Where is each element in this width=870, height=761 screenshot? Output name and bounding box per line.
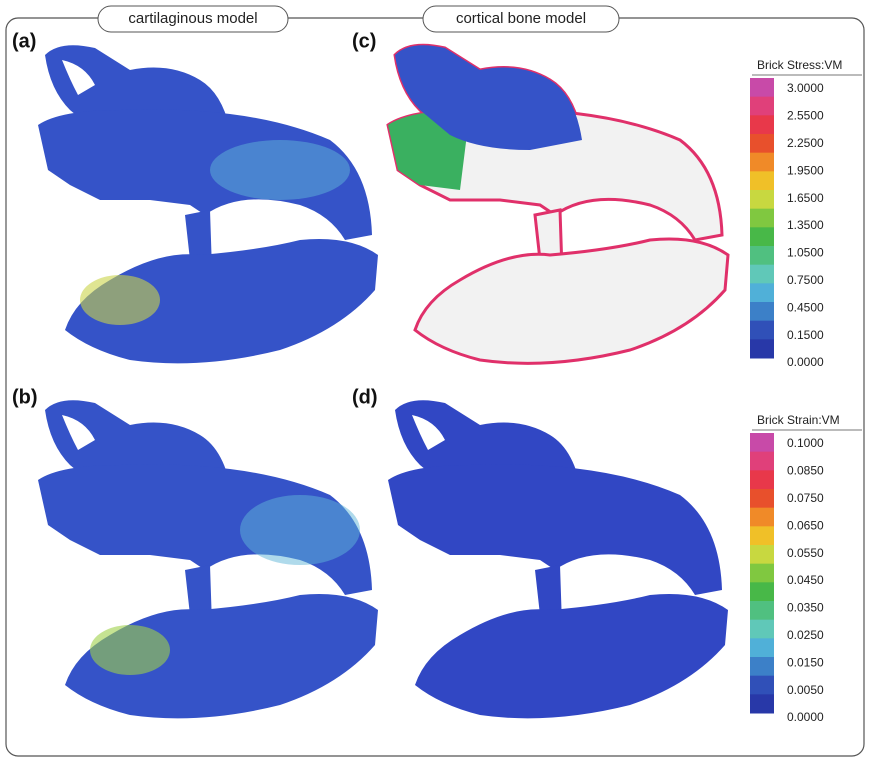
colorbar-band (750, 601, 774, 620)
colorbar-label: 0.0050 (787, 683, 824, 697)
colorbar-band (750, 190, 774, 209)
colorbar-band (750, 564, 774, 583)
colorbar-band (750, 134, 774, 153)
colorbar-band (750, 115, 774, 134)
colorbar-band (750, 545, 774, 564)
panel-label: (a) (12, 30, 36, 52)
colorbar-title: Brick Strain:VM (757, 413, 840, 427)
colorbar-label: 0.0750 (787, 491, 824, 505)
colorbar-band (750, 694, 774, 713)
colorbar-band (750, 452, 774, 471)
colorbar-band (750, 676, 774, 695)
colorbar-band (750, 227, 774, 246)
colorbar-label: 0.0850 (787, 464, 824, 478)
colorbar-label: 0.1000 (787, 436, 824, 450)
colorbar-band (750, 78, 774, 97)
jaw-model-c (388, 45, 728, 363)
colorbar-band (750, 508, 774, 527)
figure: cartilaginous model cortical bone model … (0, 0, 870, 761)
colorbar-band (750, 171, 774, 190)
colorbar-band (750, 489, 774, 508)
colorbar-band (750, 433, 774, 452)
colorbar-label: 2.2500 (787, 136, 824, 150)
colorbar-label: 0.0450 (787, 573, 824, 587)
colorbar-label: 0.0000 (787, 710, 824, 724)
colorbar-label: 0.0650 (787, 518, 824, 532)
figure-canvas: cartilaginous model cortical bone model … (0, 0, 870, 761)
colorbar-label: 0.4500 (787, 300, 824, 314)
colorbar-label: 0.0550 (787, 546, 824, 560)
colorbar-label: 0.0150 (787, 655, 824, 669)
jaw-model-a (38, 45, 378, 363)
colorbar-band (750, 302, 774, 321)
colorbar-label: 0.7500 (787, 273, 824, 287)
colorbar-band (750, 209, 774, 228)
colorbar-band (750, 339, 774, 358)
colorbar-band (750, 265, 774, 284)
colorbar-label: 1.9500 (787, 163, 824, 177)
colorbar-label: 0.0250 (787, 628, 824, 642)
colorbar-band (750, 638, 774, 657)
panel-label: (c) (352, 30, 376, 52)
colorbar-title: Brick Stress:VM (757, 58, 842, 72)
colorbar-band (750, 526, 774, 545)
colorbar-label: 0.1500 (787, 328, 824, 342)
colorbar-label: 0.0000 (787, 355, 824, 369)
colorbar-band (750, 246, 774, 265)
colorbar-band (750, 97, 774, 116)
colorbar-band (750, 620, 774, 639)
colorbar-band (750, 657, 774, 676)
colorbar-band (750, 153, 774, 172)
panel-label: (b) (12, 386, 38, 408)
colorbar-label: 1.3500 (787, 218, 824, 232)
colorbar-band (750, 470, 774, 489)
colorbar-band (750, 321, 774, 340)
colorbar-label: 1.0500 (787, 246, 824, 260)
jaw-model-b (38, 400, 378, 718)
colorbar-band (750, 582, 774, 601)
colorbar-label: 1.6500 (787, 191, 824, 205)
header-title: cartilaginous model (128, 10, 257, 27)
colorbar-label: 0.0350 (787, 601, 824, 615)
panel-label: (d) (352, 386, 378, 408)
colorbar-label: 2.5500 (787, 109, 824, 123)
jaw-model-d (388, 400, 728, 718)
colorbar-band (750, 283, 774, 302)
header-title: cortical bone model (456, 10, 586, 27)
colorbar-label: 3.0000 (787, 81, 824, 95)
